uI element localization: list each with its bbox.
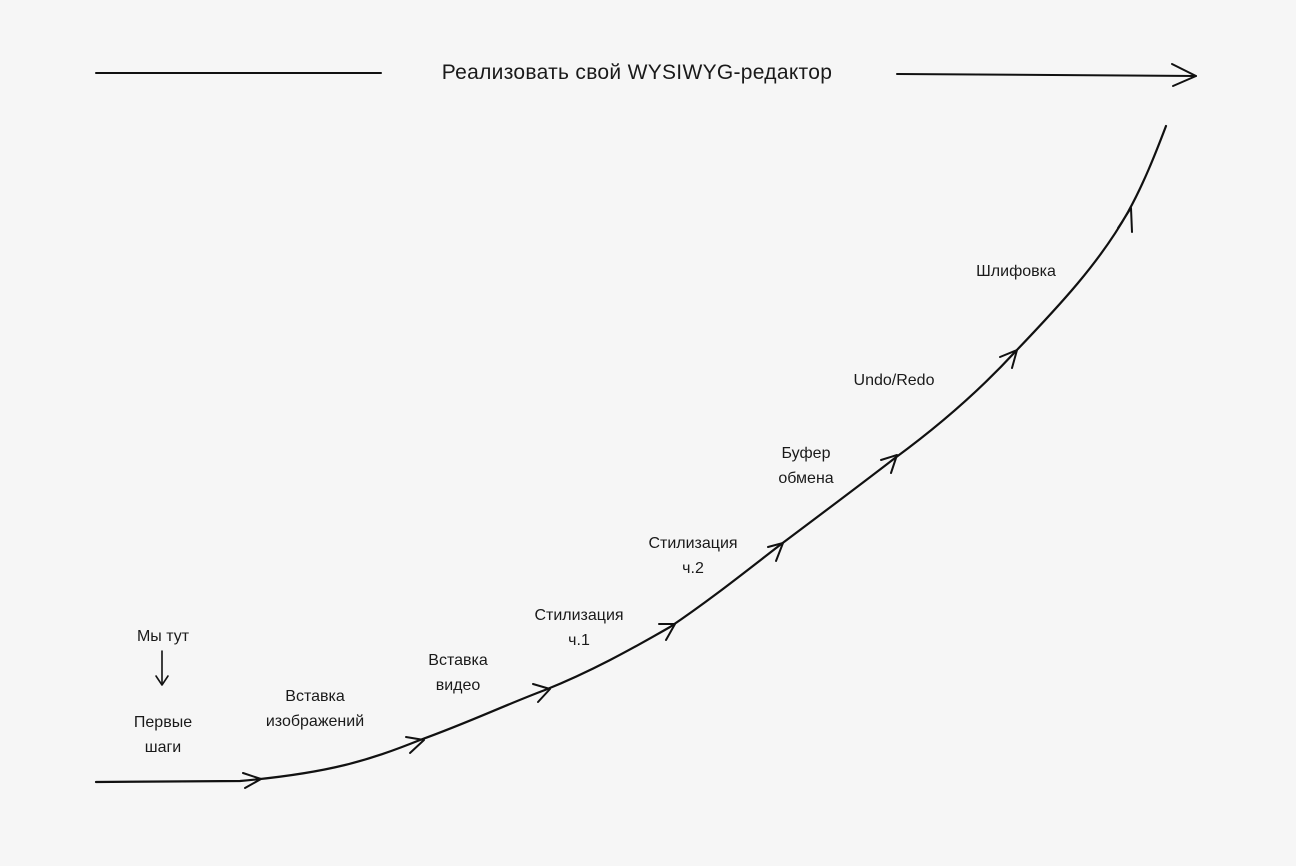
milestone-label-line: Шлифовка: [976, 263, 1056, 280]
curve-chevron-8: [1117, 207, 1133, 233]
curve-chevron-5: [767, 542, 784, 562]
curve-chevron-6: [880, 454, 898, 474]
milestone-label-line: Первые: [133, 714, 193, 731]
here-marker-label: Мы тут: [136, 628, 190, 645]
milestone-label-line: Undo/Redo: [853, 372, 935, 389]
milestone-label-line: ч.2: [682, 560, 704, 577]
milestone-label-line: видео: [435, 677, 481, 694]
milestone-label-line: Вставка: [285, 688, 345, 705]
milestone-label-line: ч.1: [568, 632, 590, 649]
goal-line-right: [896, 73, 1197, 77]
curve-chevron-7: [999, 349, 1018, 369]
curve-chevron-1: [242, 772, 262, 789]
milestone-styling-2: Стилизация ч.2: [628, 531, 758, 581]
curve-chevron-4: [658, 623, 676, 641]
goal-title: Реализовать свой WYSIWYG-редактор: [441, 61, 833, 84]
milestone-label-line: Буфер: [781, 445, 831, 462]
milestone-label-line: Стилизация: [534, 607, 624, 624]
milestone-insert-video: Вставка видео: [398, 648, 518, 698]
milestone-label-line: изображений: [265, 713, 365, 730]
milestone-label-line: Вставка: [428, 652, 488, 669]
milestone-insert-images: Вставка изображений: [250, 684, 380, 734]
progress-curve: [94, 124, 1168, 784]
milestone-label-line: шаги: [144, 739, 182, 756]
goal-arrowhead: [1171, 63, 1197, 87]
milestone-styling-1: Стилизация ч.1: [514, 603, 644, 653]
curve-chevron-3: [532, 683, 551, 703]
milestone-label-line: обмена: [778, 470, 834, 487]
milestone-clipboard: Буфер обмена: [756, 441, 856, 491]
curve-chevron-2: [405, 736, 425, 754]
milestone-label-line: Стилизация: [648, 535, 738, 552]
milestone-polishing: Шлифовка: [970, 259, 1062, 284]
milestone-undo-redo: Undo/Redo: [844, 368, 944, 393]
here-arrow-head: [155, 675, 169, 686]
milestone-first-steps: Первые шаги: [108, 710, 218, 760]
